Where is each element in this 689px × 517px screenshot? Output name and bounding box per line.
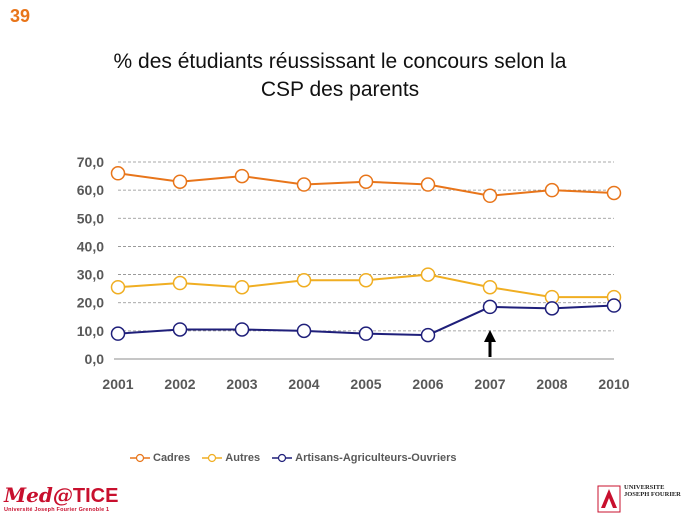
data-point [234, 322, 250, 337]
data-point [606, 185, 622, 201]
slide-number: 39 [10, 6, 31, 26]
medatice-logo-med: Med [4, 483, 53, 507]
data-point [234, 279, 250, 295]
legend-label: Cadres [153, 452, 191, 464]
medatice-logo-tice: TICE [72, 485, 119, 507]
chart-legend: Cadres Autres Artisans-Agriculteurs-Ouvrie… [130, 450, 469, 466]
y-tick-label: 70,0 [77, 154, 104, 170]
y-tick-label: 50,0 [77, 210, 104, 226]
data-point [358, 174, 374, 189]
legend-item: Autres [202, 452, 260, 464]
y-tick-label: 60,0 [77, 182, 104, 198]
university-logo: UNIVERSITE JOSEPH FOURIER [596, 482, 686, 516]
medatice-logo-brand: Med@TICE [4, 484, 164, 507]
data-point [296, 272, 312, 288]
university-emblem-icon [597, 485, 621, 513]
data-point [482, 188, 498, 204]
y-tick-label: 10,0 [77, 323, 104, 339]
data-point [420, 177, 436, 192]
data-point [234, 168, 250, 184]
legend-item: Artisans-Agriculteurs-Ouvriers [272, 452, 457, 464]
legend-swatch-icon [272, 453, 293, 463]
x-tick-label: 2002 [164, 376, 195, 392]
medatice-logo-subtitle: Université Joseph Fourier Grenoble 1 [4, 507, 110, 513]
data-point [296, 177, 312, 192]
legend-label: Autres [225, 452, 261, 464]
y-tick-label: 40,0 [77, 238, 104, 254]
legend-label: Artisans-Agriculteurs-Ouvriers [295, 452, 457, 464]
legend-swatch-icon [130, 453, 150, 463]
medatice-logo-at: @ [52, 483, 73, 507]
chart-title-line-2: CSP des parents [260, 78, 420, 101]
data-point [482, 299, 498, 315]
medatice-logo: Med@TICE Université Joseph Fourier Greno… [4, 484, 164, 514]
data-point [420, 267, 436, 282]
data-point [606, 298, 622, 313]
data-point [110, 279, 126, 295]
data-point [110, 326, 126, 341]
data-point [420, 327, 436, 343]
data-point [296, 323, 312, 339]
annotation-arrow-head-icon [484, 330, 496, 342]
data-point [544, 182, 560, 198]
data-point [172, 275, 188, 291]
x-tick-label: 2003 [226, 376, 257, 392]
data-point [544, 301, 560, 316]
chart-title-line-1: % des étudiants réussissant le concours … [113, 50, 567, 73]
line-chart: 0,0 10,0 20,0 30,0 40,0 50,0 60,0 70,0 2001 2002 2… [77, 154, 630, 392]
x-tick-label: 2005 [350, 376, 381, 392]
legend-swatch-icon [202, 453, 223, 463]
x-tick-label: 2001 [102, 376, 133, 392]
x-tick-label: 2007 [474, 376, 505, 392]
data-point [482, 279, 498, 295]
data-point [172, 174, 188, 189]
y-tick-label: 0,0 [85, 351, 105, 367]
data-point [358, 326, 374, 341]
chart-title: % des étudiants réussissant le concours … [60, 48, 620, 104]
legend-item: Cadres [130, 452, 190, 464]
x-tick-label: 2008 [536, 376, 567, 392]
y-tick-label: 30,0 [77, 267, 104, 283]
x-tick-label: 2010 [598, 376, 629, 392]
university-logo-name: UNIVERSITE JOSEPH FOURIER [624, 484, 681, 498]
y-tick-label: 20,0 [77, 295, 104, 311]
data-point [110, 166, 126, 181]
data-point [358, 272, 374, 288]
x-tick-label: 2004 [288, 376, 319, 392]
data-point [172, 322, 188, 337]
x-tick-label: 2006 [412, 376, 443, 392]
